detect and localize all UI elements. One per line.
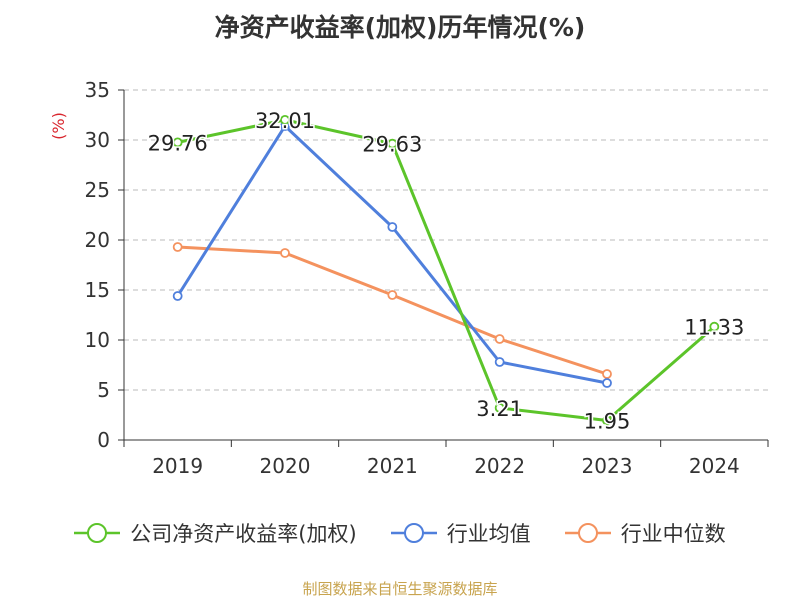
x-tick-label: 2024 (689, 454, 740, 478)
data-point (387, 138, 398, 149)
y-tick-label: 35 (85, 78, 110, 102)
y-tick-label: 30 (85, 128, 110, 152)
series-lines (172, 115, 720, 426)
legend-label: 公司净资产收益率(加权) (130, 522, 357, 546)
y-tick-label: 0 (97, 428, 110, 452)
legend-swatch-marker (577, 523, 598, 543)
axes: 0 5 10 15 20 25 30 35 2019 2020 2021 2022 2023 2024 (85, 78, 769, 478)
data-point (602, 415, 612, 426)
data-label: 32.01 (255, 109, 315, 133)
legend-swatch-icon (74, 523, 121, 543)
legend-swatch-marker (403, 523, 424, 543)
data-point (172, 291, 183, 301)
x-tick-label: 2020 (260, 454, 311, 478)
data-point (172, 242, 183, 252)
y-tick-label: 10 (85, 328, 110, 352)
x-tick-label: 2019 (152, 454, 203, 478)
x-tick-label: 2022 (474, 454, 525, 478)
data-label: 29.63 (362, 133, 422, 157)
legend-item[interactable]: 行业中位数 (564, 518, 726, 548)
series-line (177, 118, 716, 422)
data-point (494, 334, 505, 344)
data-point (602, 369, 612, 379)
data-point (494, 402, 505, 413)
y-tick-label: 20 (85, 228, 110, 252)
legend-swatch-marker (87, 523, 108, 543)
data-point (387, 222, 398, 232)
data-label: 29.76 (148, 131, 208, 155)
legend-item[interactable]: 行业均值 (390, 518, 531, 548)
data-label: 11.33 (684, 316, 744, 340)
data-point (280, 115, 290, 125)
y-tick-label: 5 (97, 378, 110, 402)
y-tick-label: 25 (85, 178, 110, 202)
legend-swatch-icon (564, 523, 611, 543)
data-point (709, 321, 720, 332)
data-point (172, 137, 183, 148)
legend-item[interactable]: 公司净资产收益率(加权) (74, 518, 357, 548)
x-tick-label: 2021 (367, 454, 418, 478)
legend-label: 行业均值 (446, 522, 531, 546)
y-tick-label: 15 (85, 278, 110, 302)
data-labels: 29.76 32.01 29.63 3.21 1.95 11.33 (146, 107, 746, 435)
data-label: 3.21 (476, 397, 523, 421)
legend-label: 行业中位数 (620, 522, 726, 546)
x-tick-label: 2023 (582, 454, 633, 478)
data-point (280, 248, 290, 258)
data-point (494, 357, 505, 367)
data-point (602, 378, 612, 388)
source-note: 制图数据来自恒生聚源数据库 (302, 580, 498, 598)
y-axis-label: (%) (49, 112, 68, 140)
grid-lines (124, 89, 768, 391)
data-label: 1.95 (584, 410, 631, 434)
chart-title: 净资产收益率(加权)历年情况(%) (214, 13, 586, 42)
legend: 公司净资产收益率(加权) 行业均值 行业中位数 (0, 518, 800, 548)
series-line (177, 245, 608, 376)
series-line (176, 124, 608, 385)
legend-swatch-icon (390, 523, 437, 543)
data-point (387, 290, 398, 300)
